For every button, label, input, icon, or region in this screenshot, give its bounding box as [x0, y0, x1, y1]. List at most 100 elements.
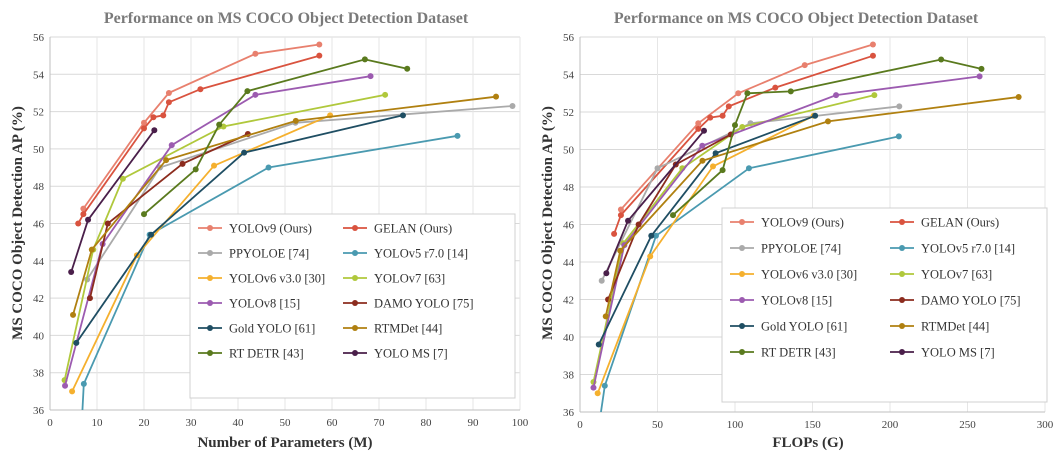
legend-label: DAMO YOLO [75]	[374, 297, 474, 311]
data-point	[654, 165, 661, 172]
legend-swatch-marker	[899, 323, 905, 329]
legend-label: Gold YOLO [61]	[229, 322, 315, 336]
y-tick-label: 50	[33, 144, 45, 156]
data-point	[69, 388, 76, 395]
data-point	[772, 84, 779, 91]
data-point	[699, 142, 706, 149]
data-point	[197, 86, 204, 93]
data-point	[833, 92, 840, 99]
x-tick-label: 250	[959, 419, 976, 431]
legend-item: PPYOLOE [74]	[198, 247, 309, 261]
y-tick-label: 36	[563, 407, 575, 419]
data-point	[86, 295, 93, 302]
data-point	[709, 163, 716, 170]
y-tick-label: 54	[33, 69, 45, 81]
series-gelan-ours	[75, 52, 323, 227]
data-point	[80, 380, 87, 387]
series-rtmdet-44	[602, 94, 1022, 320]
data-point	[787, 88, 794, 95]
data-point	[252, 50, 259, 57]
data-point	[165, 99, 172, 106]
data-point	[163, 157, 170, 164]
legend-item: RT DETR [43]	[198, 347, 304, 361]
data-point	[595, 341, 602, 348]
data-point	[976, 73, 983, 80]
data-point	[399, 112, 406, 119]
legend-label: PPYOLOE [74]	[229, 247, 309, 261]
data-point	[603, 270, 610, 277]
legend-swatch-marker	[739, 349, 745, 355]
y-tick-label: 52	[563, 107, 574, 119]
data-point	[1015, 94, 1022, 100]
legend-label: YOLOv5 r7.0 [14]	[374, 247, 468, 261]
legend-item: DAMO YOLO [75]	[890, 294, 1021, 308]
x-tick-label: 90	[468, 417, 480, 429]
series-yolo-ms-7	[68, 127, 158, 275]
series-gelan-ours	[611, 52, 876, 237]
data-point	[695, 120, 702, 127]
legend: YOLOv9 (Ours) GELAN (Ours) PPYOLOE [74] YOL…	[189, 213, 516, 399]
data-point	[625, 217, 632, 224]
data-point	[150, 114, 157, 121]
x-tick-label: 200	[882, 419, 899, 431]
series-line	[71, 114, 331, 392]
legend-item: YOLO MS [7]	[890, 346, 995, 360]
data-point	[80, 205, 87, 212]
legend-swatch-marker	[899, 297, 905, 303]
y-tick-label: 44	[33, 256, 45, 268]
data-point	[361, 56, 368, 63]
legend-label: YOLO MS [7]	[921, 346, 995, 360]
legend-label: YOLOv6 v3.0 [30]	[761, 268, 857, 282]
data-point	[382, 91, 389, 98]
legend-label: YOLOv9 (Ours)	[761, 216, 844, 230]
series-line	[77, 54, 320, 224]
data-point	[454, 132, 461, 139]
series-line	[607, 133, 732, 300]
y-tick-label: 38	[563, 370, 575, 382]
series-line	[75, 114, 404, 344]
legend-item: YOLOv9 (Ours)	[730, 216, 844, 230]
data-point	[598, 277, 605, 284]
data-point	[68, 268, 75, 275]
x-tick-label: 60	[327, 417, 339, 429]
x-tick-label: 50	[652, 419, 664, 431]
data-point	[938, 56, 945, 63]
legend-item: YOLOv7 [63]	[890, 268, 992, 282]
data-point	[88, 246, 95, 253]
data-point	[648, 232, 655, 239]
legend-item: YOLOv6 v3.0 [30]	[198, 272, 325, 286]
data-point	[265, 164, 272, 171]
data-point	[244, 88, 251, 95]
data-point	[509, 103, 516, 110]
legend-swatch-marker	[739, 271, 745, 277]
legend-swatch-marker	[207, 275, 213, 281]
y-tick-label: 38	[33, 368, 45, 380]
legend-box	[189, 213, 516, 399]
legend-label: YOLOv5 r7.0 [14]	[921, 242, 1015, 256]
legend-label: RTMDet [44]	[374, 322, 442, 336]
legend-swatch-marker	[352, 225, 358, 231]
data-point	[367, 73, 374, 80]
y-tick-label: 50	[563, 145, 575, 157]
data-point	[404, 65, 411, 72]
legend-item: RT DETR [43]	[730, 346, 836, 360]
data-point	[617, 206, 624, 213]
legend-label: PPYOLOE [74]	[761, 242, 841, 256]
legend-swatch-marker	[352, 325, 358, 331]
data-point	[725, 103, 732, 110]
data-point	[707, 114, 714, 121]
data-point	[292, 117, 299, 124]
legend-swatch-marker	[352, 250, 358, 256]
x-tick-label: 20	[139, 417, 151, 429]
legend-swatch-marker	[352, 275, 358, 281]
data-point	[602, 313, 609, 320]
data-point	[75, 220, 82, 227]
series-line	[613, 54, 874, 235]
data-point	[590, 384, 597, 391]
chart-title: Performance on MS COCO Object Detection …	[104, 10, 469, 27]
data-point	[617, 247, 624, 254]
legend-item: YOLOv9 (Ours)	[198, 222, 312, 236]
data-point	[252, 91, 259, 98]
y-tick-label: 48	[33, 181, 45, 193]
data-point	[70, 311, 77, 318]
